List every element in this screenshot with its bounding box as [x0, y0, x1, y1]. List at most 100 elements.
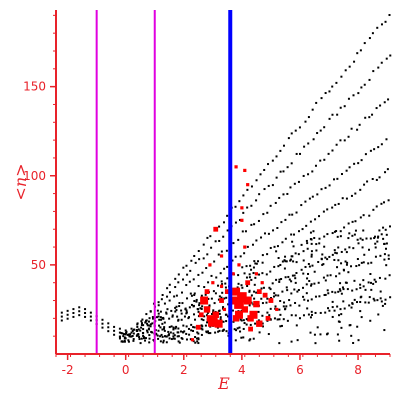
black-point — [323, 235, 326, 238]
black-point — [275, 155, 278, 158]
black-point — [173, 334, 176, 337]
black-point — [246, 285, 249, 288]
black-point — [225, 320, 228, 323]
vertical-lines — [95, 10, 233, 354]
black-point — [306, 299, 309, 302]
black-point — [286, 192, 289, 195]
black-point — [321, 253, 324, 256]
black-point — [372, 282, 375, 285]
black-point — [314, 311, 317, 314]
black-point — [359, 286, 362, 289]
black-point — [318, 215, 321, 218]
black-point — [163, 329, 166, 332]
black-point — [190, 259, 193, 262]
black-point — [364, 301, 367, 304]
black-point — [273, 245, 276, 248]
black-point — [197, 342, 200, 345]
black-point — [384, 247, 387, 250]
black-point — [346, 288, 349, 291]
black-point — [145, 313, 148, 316]
black-point — [174, 286, 177, 289]
black-point — [177, 273, 180, 276]
black-point — [309, 231, 312, 234]
black-point — [138, 336, 141, 339]
black-point — [282, 318, 285, 321]
black-point — [132, 338, 135, 341]
black-point — [185, 332, 188, 335]
black-point — [302, 314, 305, 317]
black-point — [149, 310, 152, 313]
black-point — [323, 158, 326, 161]
black-point — [201, 325, 204, 328]
black-point — [351, 234, 354, 237]
black-point — [296, 339, 299, 342]
black-point — [135, 334, 138, 337]
black-point — [295, 324, 298, 327]
black-point — [209, 332, 212, 335]
black-point — [376, 299, 379, 302]
black-point — [277, 294, 280, 297]
black-point — [195, 298, 198, 301]
black-point — [207, 297, 210, 300]
black-point — [225, 249, 228, 252]
black-point — [306, 242, 309, 245]
black-point — [277, 256, 280, 259]
black-point — [379, 104, 382, 107]
black-point — [168, 333, 171, 336]
red-point — [208, 317, 218, 327]
black-point — [336, 305, 339, 308]
black-point — [146, 331, 149, 334]
black-point — [255, 291, 258, 294]
black-point — [217, 310, 220, 313]
black-point — [261, 272, 264, 275]
black-point — [359, 216, 362, 219]
black-point — [351, 302, 354, 305]
black-point — [380, 233, 383, 236]
black-point — [176, 335, 179, 338]
black-point — [200, 294, 203, 297]
black-point — [182, 331, 185, 334]
black-point — [238, 200, 241, 203]
black-point — [282, 144, 285, 147]
black-point — [124, 333, 127, 336]
black-point — [372, 70, 375, 73]
black-point — [248, 290, 251, 293]
black-point — [248, 276, 251, 279]
black-point — [364, 288, 367, 291]
black-point — [140, 322, 143, 325]
red-point — [260, 281, 264, 285]
black-point — [138, 338, 141, 341]
black-point — [131, 330, 134, 333]
black-point — [262, 286, 265, 289]
black-point — [343, 139, 346, 142]
black-point — [352, 94, 355, 97]
black-point — [193, 313, 196, 316]
black-point — [257, 319, 260, 322]
black-point — [140, 337, 143, 340]
black-point — [206, 236, 209, 239]
black-point — [122, 335, 125, 338]
black-point — [197, 332, 200, 335]
black-point — [289, 304, 292, 307]
black-point — [267, 333, 270, 336]
red-point — [243, 245, 247, 249]
black-point — [287, 275, 290, 278]
black-point — [197, 310, 200, 313]
black-point — [157, 312, 160, 315]
black-point — [362, 279, 365, 282]
black-point — [212, 309, 215, 312]
black-point — [318, 242, 321, 245]
black-point — [66, 313, 69, 316]
black-point — [319, 159, 322, 162]
black-point — [250, 294, 253, 297]
black-point — [311, 195, 314, 198]
x-tick-label: 2 — [180, 363, 188, 377]
black-point — [192, 278, 195, 281]
black-point — [389, 296, 392, 299]
black-point — [339, 289, 342, 292]
black-point — [345, 263, 348, 266]
black-point — [263, 188, 266, 191]
black-point — [382, 226, 385, 229]
black-point — [281, 260, 284, 263]
black-point — [195, 300, 198, 303]
